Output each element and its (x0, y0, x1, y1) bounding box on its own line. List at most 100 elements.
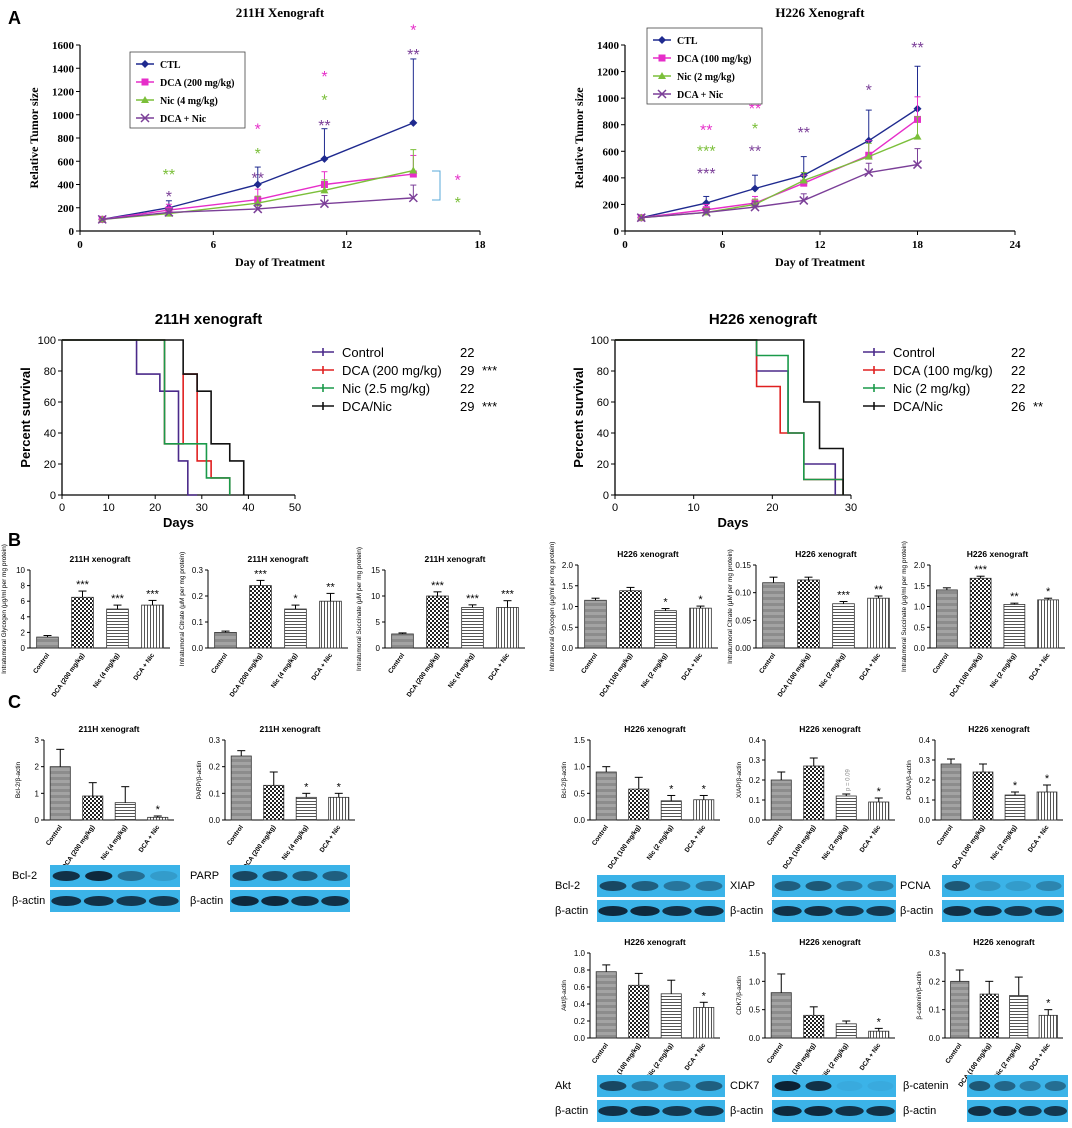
data-point (253, 180, 262, 189)
data-point (658, 72, 666, 79)
category-label: Control (936, 824, 955, 847)
chart-title: H226 Xenograft (775, 5, 865, 20)
blot-target-label: Bcl-2 (12, 870, 37, 882)
y-axis-label: Percent survival (18, 367, 33, 467)
bar (867, 597, 890, 649)
blot-band (694, 906, 724, 916)
legend: CTL DCA (200 mg/kg) Nic (4 mg/kg) DCA + Nic (129, 51, 246, 129)
y-tick-label: 60 (597, 397, 609, 409)
bar (49, 766, 71, 821)
blot-loading-label: β-actin (730, 905, 763, 917)
significance-mark: * (455, 173, 461, 190)
significance-mark: ** (163, 167, 175, 184)
x-tick-label: 10 (688, 502, 700, 514)
blot-target-label: Bcl-2 (555, 880, 580, 892)
x-tick-label: 20 (149, 502, 161, 514)
significance-mark: * (156, 804, 161, 816)
legend-label: CTL (160, 60, 181, 71)
blot-band (663, 881, 691, 891)
blot-band (695, 881, 723, 891)
y-axis-label: Relative Tumor size (27, 87, 41, 189)
bar (832, 603, 855, 649)
bar-chart: H226 xenograft 0.00 0.05 0.10 0.15Intratumor… (727, 549, 896, 699)
y-tick-label: 0.0 (929, 1034, 941, 1043)
legend: Control 22 DCA (200 mg/kg) 29 *** Nic (2.5 mg… (312, 345, 497, 414)
y-tick-label: 200 (603, 199, 620, 211)
bar (1009, 995, 1029, 1039)
x-axis-label: Day of Treatment (235, 255, 325, 269)
chart-title: 211H xenograft (248, 554, 309, 564)
legend-label: Control (893, 345, 935, 360)
category-label: DCA + Nic (138, 824, 162, 854)
bar (1036, 791, 1058, 821)
y-axis-label: Intratumoral Glycogen (μg/ml per mg prot… (1, 544, 8, 674)
significance-mark: *** (501, 589, 515, 601)
legend-label: Nic (2.5 mg/kg) (342, 381, 430, 396)
x-tick-label: 12 (815, 239, 827, 251)
blot-band (117, 871, 145, 881)
bar (803, 1014, 825, 1039)
category-label: Nic (2 mg/kg) (989, 652, 1018, 689)
blot-strip-loading (230, 890, 350, 912)
y-tick-label: 800 (58, 133, 75, 145)
y-tick-label: 0.1 (749, 796, 761, 805)
category-label: Control (766, 1042, 785, 1065)
chart-title: 211H xenograft (70, 554, 131, 564)
median-survival: 26 (1011, 399, 1025, 414)
blot-strip-target (967, 1075, 1068, 1097)
blot-band (322, 871, 348, 881)
y-tick-label: 5 (376, 618, 381, 627)
y-tick-label: 1000 (597, 93, 620, 105)
blot-band (321, 896, 349, 906)
blot-strip-target (772, 1075, 896, 1097)
bar-chart: H226 xenograft 0.0 0.1 0.2 0.3 0.4 PCNA/β-acti… (906, 724, 1063, 871)
legend-label: DCA/Nic (342, 399, 392, 414)
category-label: DCA (100 mg/kg) (951, 824, 986, 870)
y-tick-label: 20 (597, 459, 609, 471)
y-tick-label: 0.1 (192, 618, 204, 627)
legend-label: CTL (677, 36, 698, 47)
blot-band (774, 1081, 801, 1091)
significance-mark: ** (798, 125, 810, 142)
bar-chart: H226 xenograft 0.0 0.5 1.0 1.5 CDK7/β-actin Co… (736, 937, 895, 1089)
bar (770, 779, 792, 821)
y-axis-label: Intratumoral Glycogen (μg/ml per mg prot… (549, 542, 556, 672)
significance-mark: * (1045, 773, 1050, 785)
data-point (320, 154, 329, 163)
data-point (750, 202, 760, 212)
y-tick-label: 1.5 (574, 736, 586, 745)
category-label: DCA + Nic (680, 652, 704, 682)
data-point (409, 118, 418, 127)
category-label: DCA (200 mg/kg) (229, 652, 264, 698)
y-axis-label: Bcl-2/β-actin (561, 761, 568, 798)
blot-band (52, 871, 80, 881)
category-label: DCA + Nic (487, 652, 511, 682)
significance-mark: * (1046, 586, 1051, 598)
category-label: Control (387, 652, 406, 675)
bar (979, 993, 999, 1039)
category-label: DCA (200 mg/kg) (406, 652, 441, 698)
data-point (701, 207, 711, 217)
data-point (319, 199, 329, 209)
y-tick-label: 1.5 (562, 582, 574, 591)
y-axis-label: PARP/β-actin (196, 760, 203, 799)
bar (660, 800, 682, 821)
y-tick-label: 0.0 (192, 644, 204, 653)
blot-strip-loading (772, 1100, 896, 1122)
bar (263, 784, 285, 821)
y-tick-label: 0 (614, 226, 620, 238)
blot-band (994, 1081, 1016, 1091)
bar (770, 992, 792, 1039)
survival-curve (62, 339, 231, 495)
y-tick-label: 0.0 (749, 816, 761, 825)
significance-mark: * (752, 121, 758, 138)
data-point (751, 184, 759, 193)
y-tick-label: 0.05 (735, 616, 751, 625)
significance-mark: * (1046, 998, 1051, 1010)
category-label: DCA + Nic (1028, 1042, 1052, 1072)
bar (114, 802, 136, 821)
category-label: DCA + Nic (859, 824, 883, 854)
blot-strip-target (230, 865, 350, 887)
y-tick-label: 0.3 (929, 949, 941, 958)
bar-chart: 211H xenograft 0.0 0.1 0.2 0.3 Intratumoral C… (179, 552, 348, 699)
